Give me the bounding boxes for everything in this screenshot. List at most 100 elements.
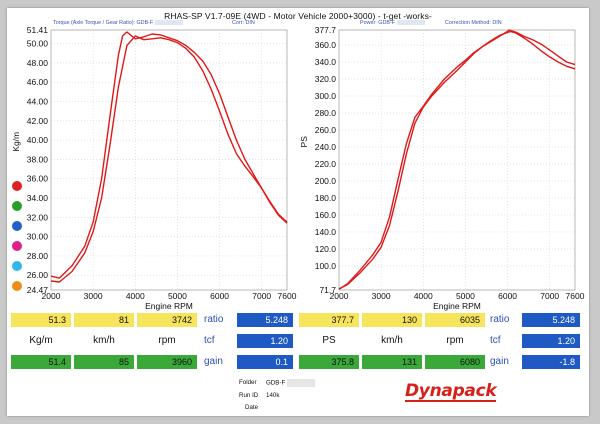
power-xtick-label: 5000 [456, 291, 475, 301]
redacted-field [155, 20, 184, 26]
power-peak-rpm: 6035 [425, 313, 485, 327]
torque-ytick-label: 48.00 [27, 58, 49, 68]
power-xtick-label: 6000 [498, 291, 517, 301]
ratio-value-left: 5.248 [237, 313, 293, 327]
legend-dot-1[interactable] [12, 181, 22, 191]
power-y-axis-label: PS [299, 136, 309, 148]
power-ytick-label: 240.0 [315, 142, 337, 152]
power-xtick-label: 7000 [540, 291, 559, 301]
power-ytick-label: 340.0 [315, 57, 337, 67]
tcf-value-left: 1.20 [237, 334, 293, 348]
legend-dot-3[interactable] [12, 221, 22, 231]
torque-xtick-label: 2000 [42, 291, 61, 301]
redacted-field [397, 20, 426, 26]
torque-series-1-line [50, 31, 288, 279]
torque-ytick-label: 28.00 [27, 251, 49, 261]
torque-peak-speed: 81 [74, 313, 134, 327]
legend-dot-4[interactable] [12, 241, 22, 251]
power-series-2-line [338, 30, 576, 290]
tcf-label-right: tcf [490, 335, 501, 346]
gain-value-left: 0.1 [237, 355, 293, 369]
torque-ytick-label: 46.00 [27, 77, 49, 87]
torque-ytick-label: 38.00 [27, 154, 49, 164]
torque-xtick-label: 7600 [278, 291, 297, 301]
tcf-value-right: 1.20 [522, 334, 580, 348]
torque-ytick-label: 50.00 [27, 39, 49, 49]
power-ytick-label: 360.0 [315, 40, 337, 50]
torque-ytick-label: 36.00 [27, 174, 49, 184]
torque-xtick-label: 3000 [84, 291, 103, 301]
torque-series-2-line [50, 35, 288, 283]
power-ytick-label: 300.0 [315, 91, 337, 101]
power-ytick-label: 71.7 [319, 285, 336, 295]
power-x-axis-label: Engine RPM [433, 301, 481, 311]
power-ytick-label: 100.0 [315, 261, 337, 271]
rpm-unit-right: rpm [446, 335, 464, 346]
torque-header: Torque (Axle Torque / Gear Ratio): GDB-F [53, 20, 184, 26]
power-ytick-label: 120.0 [315, 244, 337, 254]
folder-label: Folder [239, 379, 257, 386]
power-xtick-label: 2000 [330, 291, 349, 301]
power-header-text: Power: GDB-F [360, 20, 396, 26]
power-plot-frame [338, 29, 576, 291]
torque-xtick-label: 6000 [210, 291, 229, 301]
torque-x-axis-label: Engine RPM [145, 301, 193, 311]
dyno-sheet: RHAS-SP V1.7-09E (4WD - Motor Vehicle 20… [7, 8, 589, 416]
torque-xtick-label: 5000 [168, 291, 187, 301]
speed-unit-right: km/h [381, 335, 403, 346]
gain-label-right: gain [490, 356, 509, 367]
legend-dot-5[interactable] [12, 261, 22, 271]
power-xtick-label: 3000 [372, 291, 391, 301]
left-correction-header: Corr: DIN [232, 20, 255, 26]
torque-y-axis-label: Kg/m [11, 132, 21, 152]
power-ytick-label: 280.0 [315, 108, 337, 118]
power-series-1-line [338, 29, 576, 290]
power-peak-speed-2: 131 [362, 355, 422, 369]
torque-ytick-label: 30.00 [27, 232, 49, 242]
torque-ytick-label: 42.00 [27, 116, 49, 126]
folder-value: GDB-F [266, 379, 316, 387]
ratio-label-right: ratio [490, 314, 510, 325]
power-xtick-label: 7600 [566, 291, 585, 301]
torque-ytick-label: 44.00 [27, 97, 49, 107]
folder-value-text: GDB-F [266, 379, 286, 387]
torque-unit: Kg/m [29, 335, 53, 346]
tcf-label-left: tcf [204, 335, 215, 346]
power-ytick-label: 200.0 [315, 176, 337, 186]
power-unit: PS [322, 335, 336, 346]
power-peak-rpm-2: 6080 [425, 355, 485, 369]
power-header: Power: GDB-F [360, 20, 426, 26]
power-peak-value-2: 375.8 [299, 355, 359, 369]
right-correction-header: Correction Method: DIN [445, 20, 502, 26]
dyno-charts: 51.41 50.00 48.00 46.00 44.00 42.00 40.00 38.00… [11, 25, 585, 311]
torque-ytick-label: 40.00 [27, 135, 49, 145]
power-ytick-label: 377.7 [315, 25, 337, 35]
power-ytick-label: 260.0 [315, 125, 337, 135]
power-chart: 377.7 360.0 340.0 320.0 300.0 280.0 260.0 240.0… [299, 25, 585, 311]
torque-xtick-label: 7000 [252, 291, 271, 301]
torque-peak-value-2: 51.4 [11, 355, 71, 369]
run-id-label: Run ID [239, 392, 259, 399]
legend-dot-6[interactable] [12, 281, 22, 291]
ratio-value-right: 5.248 [522, 313, 580, 327]
torque-header-text: Torque (Axle Torque / Gear Ratio): GDB-F [53, 20, 154, 26]
power-peak-value: 377.7 [299, 313, 359, 327]
redacted-field [287, 379, 316, 387]
ratio-label-left: ratio [204, 314, 224, 325]
torque-peak-rpm-2: 3960 [137, 355, 197, 369]
gain-label-left: gain [204, 356, 223, 367]
rpm-unit: rpm [158, 335, 176, 346]
report-title: RHAS-SP V1.7-09E (4WD - Motor Vehicle 20… [164, 11, 432, 21]
power-ytick-label: 180.0 [315, 193, 337, 203]
torque-ytick-label: 34.00 [27, 193, 49, 203]
gain-value-right: -1.8 [522, 355, 580, 369]
torque-xtick-label: 4000 [126, 291, 145, 301]
dynapack-logo: Dynapack [405, 381, 497, 402]
torque-peak-value: 51.3 [11, 313, 71, 327]
run-id-value: 140k [266, 392, 280, 399]
legend-dot-2[interactable] [12, 201, 22, 211]
power-ytick-label: 220.0 [315, 159, 337, 169]
power-xtick-label: 4000 [414, 291, 433, 301]
date-label: Date [245, 404, 259, 411]
torque-peak-speed-2: 85 [74, 355, 134, 369]
